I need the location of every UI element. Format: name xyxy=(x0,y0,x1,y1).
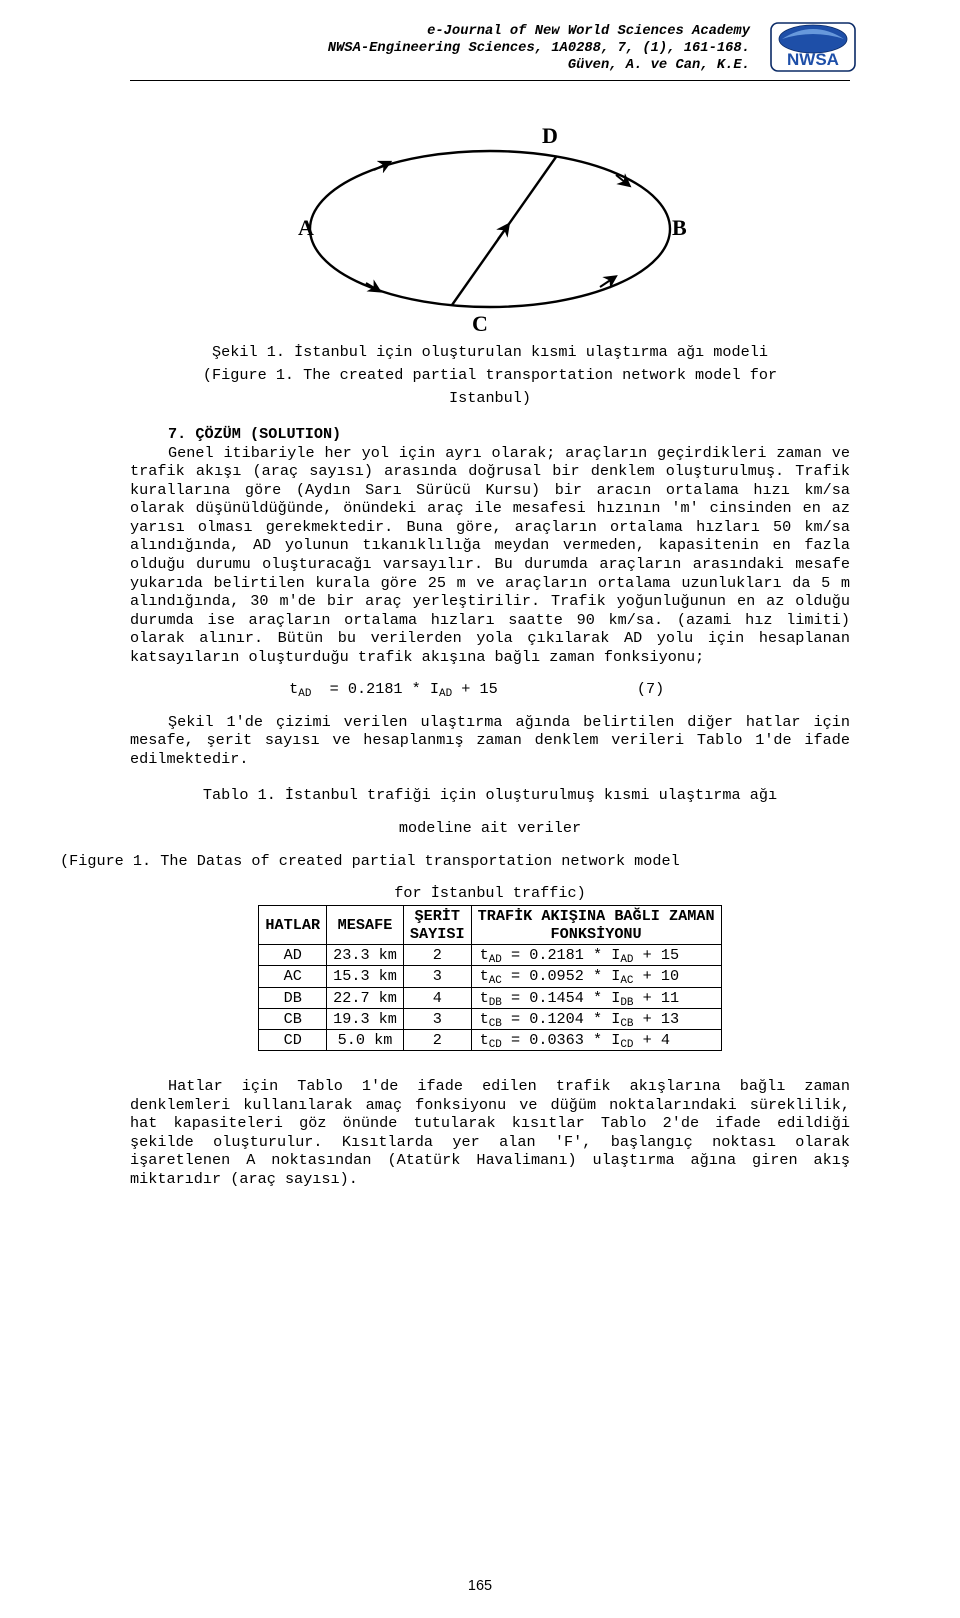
cell-dist: 23.3 km xyxy=(327,945,404,966)
cell-line: DB xyxy=(259,987,327,1008)
page-number: 165 xyxy=(0,1578,960,1596)
paragraph-3-text: Hatlar için Tablo 1'de ifade edilen traf… xyxy=(130,1077,850,1188)
cell-func: tDB = 0.1454 * IDB + 11 xyxy=(471,987,721,1008)
header-line-1: e-Journal of New World Sciences Academy xyxy=(130,24,750,41)
cell-func: tAD = 0.2181 * IAD + 15 xyxy=(471,945,721,966)
equation-7: tAD = 0.2181 * IAD + 15 (7) xyxy=(130,680,850,699)
cell-lanes: 3 xyxy=(403,1008,471,1029)
cell-dist: 22.7 km xyxy=(327,987,404,1008)
node-A: A xyxy=(298,215,314,240)
cell-func: tAC = 0.0952 * IAC + 10 xyxy=(471,966,721,987)
eq-coef: 0.2181 xyxy=(348,680,403,698)
node-C: C xyxy=(472,311,488,336)
eq-number: (7) xyxy=(637,680,664,698)
table-row: CD5.0 km2tCD = 0.0363 * ICD + 4 xyxy=(259,1030,721,1051)
page-header: e-Journal of New World Sciences Academy … xyxy=(130,24,850,81)
table-caption-2: modeline ait veriler xyxy=(130,819,850,838)
section-7-paragraph: Genel itibariyle her yol için ayrı olara… xyxy=(130,444,850,667)
cell-line: AD xyxy=(259,945,327,966)
th-fonksiyon: TRAFİK AKIŞINA BAĞLI ZAMANFONKSİYONU xyxy=(471,905,721,944)
figure-caption-2: (Figure 1. The created partial transport… xyxy=(130,366,850,385)
cell-line: AC xyxy=(259,966,327,987)
cell-lanes: 3 xyxy=(403,966,471,987)
node-B: B xyxy=(672,215,687,240)
cell-lanes: 2 xyxy=(403,1030,471,1051)
table-row: DB22.7 km4tDB = 0.1454 * IDB + 11 xyxy=(259,987,721,1008)
figure-caption-1: Şekil 1. İstanbul için oluşturulan kısmi… xyxy=(130,343,850,362)
paragraph-2-text: Şekil 1'de çizimi verilen ulaştırma ağın… xyxy=(130,713,850,768)
eq-lhs-var: t xyxy=(289,680,298,698)
logo-text: NWSA xyxy=(787,50,839,69)
table-caption-4: for İstanbul traffic) xyxy=(130,884,850,903)
cell-dist: 15.3 km xyxy=(327,966,404,987)
header-line-3: Güven, A. ve Can, K.E. xyxy=(130,58,750,75)
th-serit: ŞERİTSAYISI xyxy=(403,905,471,944)
network-diagram: A B C D xyxy=(270,109,710,339)
cell-dist: 5.0 km xyxy=(327,1030,404,1051)
figure-caption-3: Istanbul) xyxy=(130,389,850,408)
table-header-row: HATLAR MESAFE ŞERİTSAYISI TRAFİK AKIŞINA… xyxy=(259,905,721,944)
eq-rhs-var: I xyxy=(430,680,439,698)
cell-lanes: 2 xyxy=(403,945,471,966)
table-1: HATLAR MESAFE ŞERİTSAYISI TRAFİK AKIŞINA… xyxy=(258,905,721,1052)
node-D: D xyxy=(542,123,558,148)
cell-func: tCD = 0.0363 * ICD + 4 xyxy=(471,1030,721,1051)
figure-1: A B C D xyxy=(130,109,850,339)
table-row: CB19.3 km3tCB = 0.1204 * ICB + 13 xyxy=(259,1008,721,1029)
eq-rhs-sub: AD xyxy=(439,688,452,700)
th-hatlar: HATLAR xyxy=(259,905,327,944)
cell-line: CB xyxy=(259,1008,327,1029)
eq-const: 15 xyxy=(480,680,498,698)
header-rule xyxy=(130,80,850,81)
table-body: AD23.3 km2tAD = 0.2181 * IAD + 15AC15.3 … xyxy=(259,945,721,1051)
header-line-2: NWSA-Engineering Sciences, 1A0288, 7, (1… xyxy=(130,41,750,58)
table-caption-1: Tablo 1. İstanbul trafiği için oluşturul… xyxy=(130,786,850,805)
th-mesafe: MESAFE xyxy=(327,905,404,944)
section-7-heading: 7. ÇÖZÜM (SOLUTION) xyxy=(168,425,850,444)
section-7-paragraph-text: Genel itibariyle her yol için ayrı olara… xyxy=(130,444,850,666)
nwsa-logo-icon: NWSA xyxy=(770,22,856,72)
eq-lhs-sub: AD xyxy=(298,688,311,700)
cell-lanes: 4 xyxy=(403,987,471,1008)
cell-dist: 19.3 km xyxy=(327,1008,404,1029)
table-row: AD23.3 km2tAD = 0.2181 * IAD + 15 xyxy=(259,945,721,966)
header-lines: e-Journal of New World Sciences Academy … xyxy=(130,24,850,74)
paragraph-2: Şekil 1'de çizimi verilen ulaştırma ağın… xyxy=(130,713,850,769)
table-caption-3: (Figure 1. The Datas of created partial … xyxy=(60,852,850,871)
table-row: AC15.3 km3tAC = 0.0952 * IAC + 10 xyxy=(259,966,721,987)
cell-func: tCB = 0.1204 * ICB + 13 xyxy=(471,1008,721,1029)
paragraph-3: Hatlar için Tablo 1'de ifade edilen traf… xyxy=(130,1077,850,1188)
cell-line: CD xyxy=(259,1030,327,1051)
